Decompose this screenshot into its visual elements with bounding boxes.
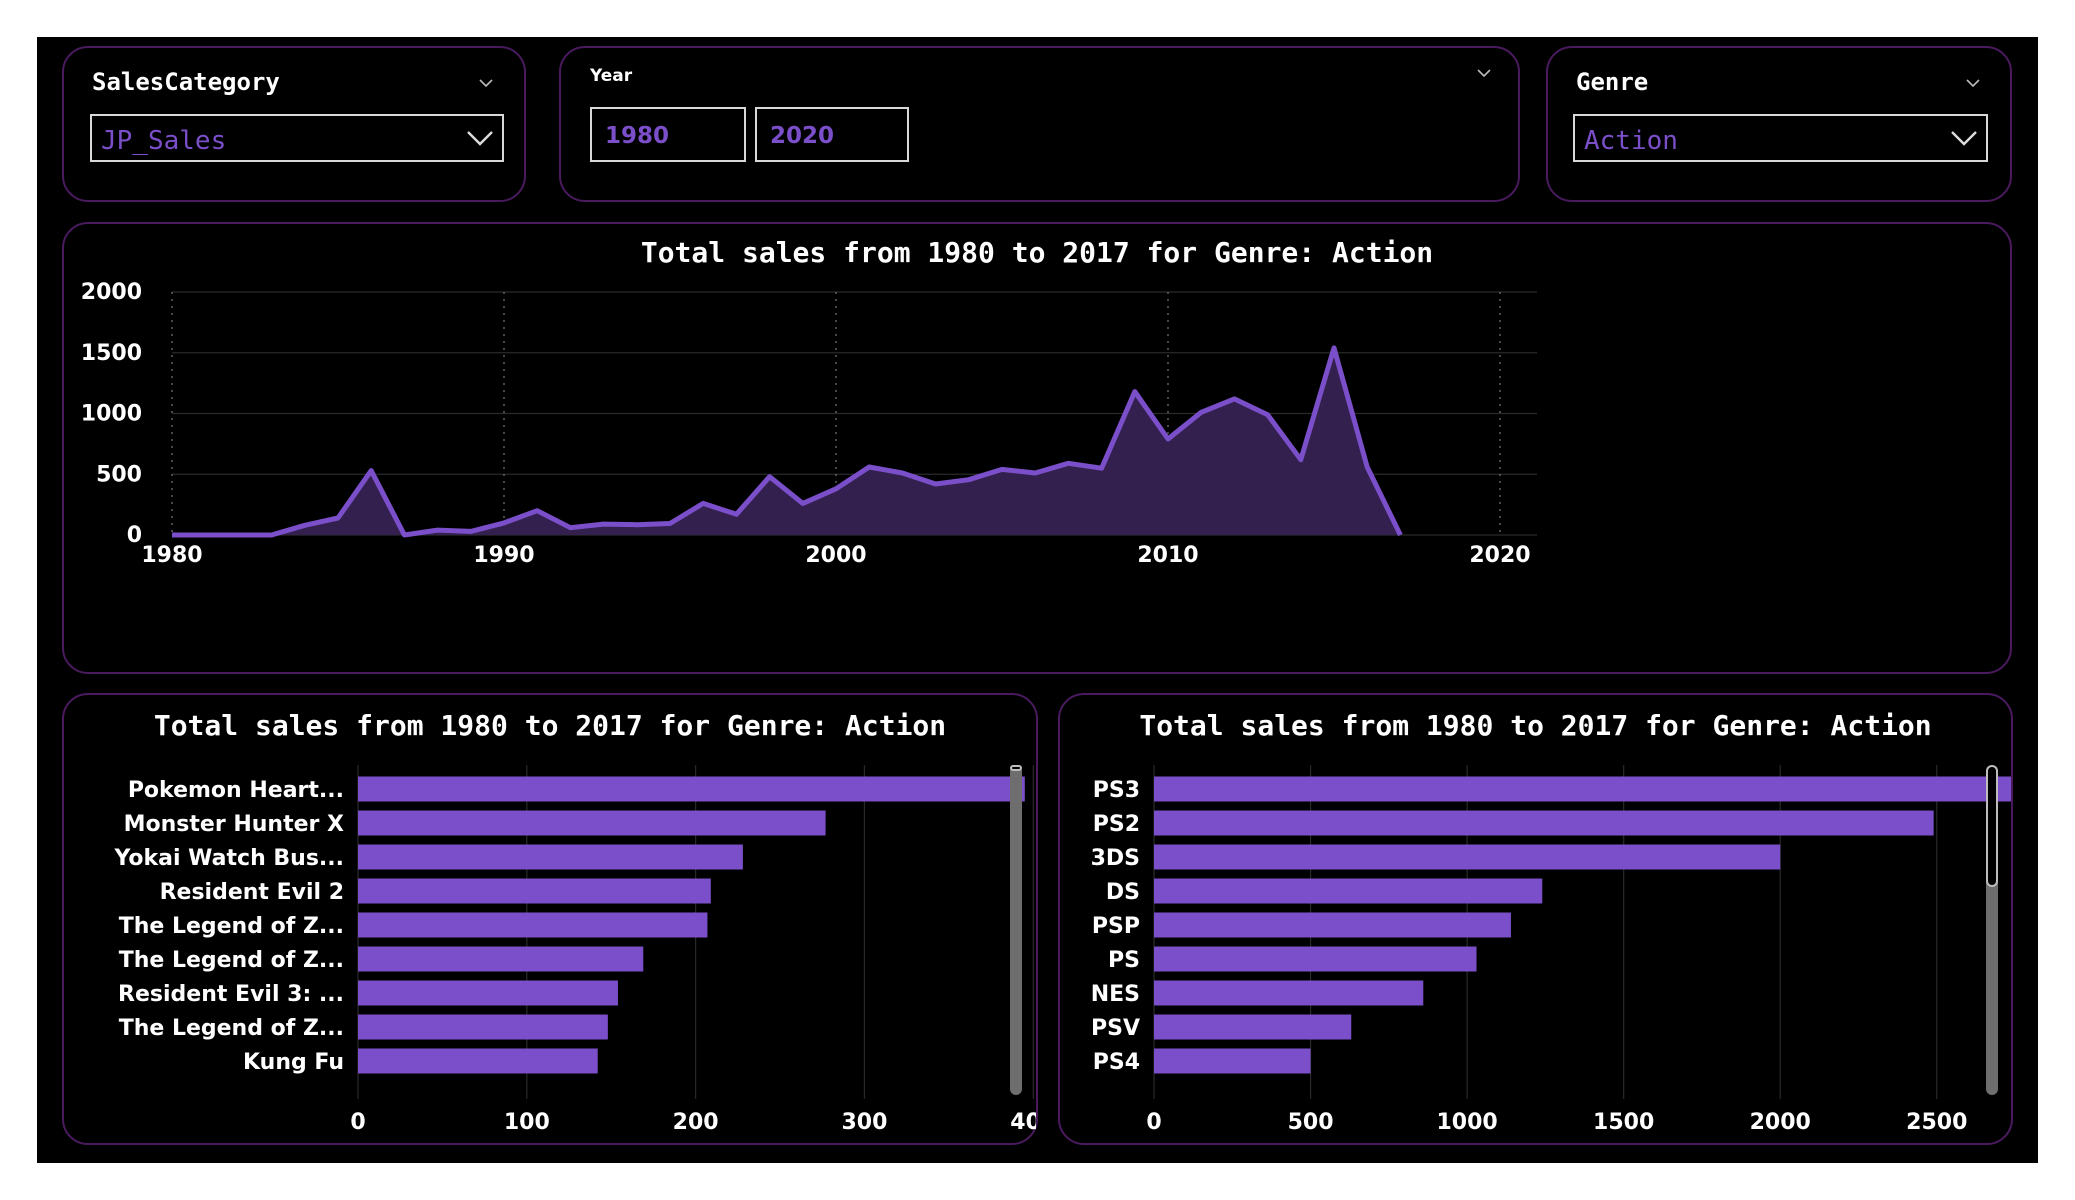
area-fill: [172, 347, 1401, 535]
category-label: Pokemon Heart...: [128, 778, 344, 803]
top-games-chart: Total sales from 1980 to 2017 for Genre:…: [62, 693, 1038, 1145]
chart-title: Total sales from 1980 to 2017 for Genre:…: [153, 709, 947, 742]
genre-slicer[interactable]: Genre Action: [1546, 46, 2012, 202]
y-tick-label: 0: [127, 523, 142, 548]
category-label: PSP: [1092, 914, 1140, 939]
x-tick-label: 1000: [1436, 1110, 1497, 1135]
category-label: PS2: [1093, 812, 1140, 837]
bar: [358, 844, 743, 870]
year-end-value: 2020: [770, 123, 835, 149]
sales-by-year-chart: Total sales from 1980 to 2017 for Genre:…: [62, 222, 2012, 674]
category-label: Resident Evil 2: [160, 880, 344, 905]
chevron-down-icon[interactable]: [479, 76, 493, 90]
year-slicer[interactable]: Year 1980 2020: [559, 46, 1520, 202]
x-tick-label: 2010: [1137, 543, 1198, 568]
scrollbar-track[interactable]: [1010, 765, 1022, 1095]
chevron-down-icon[interactable]: [1966, 76, 1980, 90]
genre-title: Genre: [1576, 68, 1649, 96]
category-label: Kung Fu: [243, 1050, 344, 1075]
category-label: 3DS: [1091, 846, 1140, 871]
x-tick-label: 0: [350, 1110, 365, 1135]
y-tick-label: 2000: [81, 280, 142, 305]
category-label: DS: [1106, 880, 1140, 905]
x-tick-label: 1980: [141, 543, 202, 568]
scrollbar-thumb[interactable]: [1986, 765, 1998, 887]
year-end-input[interactable]: 2020: [755, 107, 909, 162]
x-tick-label: 2000: [805, 543, 866, 568]
bar: [358, 912, 708, 938]
y-tick-label: 500: [96, 462, 142, 487]
year-start-input[interactable]: 1980: [590, 107, 746, 162]
category-label: Yokai Watch Bus...: [113, 846, 344, 871]
bar: [1154, 1014, 1352, 1040]
scrollbar-track[interactable]: [1986, 765, 1998, 1095]
bar: [358, 980, 618, 1006]
x-tick-label: 0: [1146, 1110, 1161, 1135]
chevron-down-icon[interactable]: [1950, 128, 1978, 148]
bar: [1154, 946, 1477, 972]
sales-category-slicer[interactable]: SalesCategory JP_Sales: [62, 46, 526, 202]
bar: [1154, 912, 1511, 938]
sales-line: [172, 345, 1403, 538]
chevron-down-icon[interactable]: [1477, 66, 1491, 80]
chevron-down-icon[interactable]: [466, 128, 494, 148]
bar: [1154, 844, 1781, 870]
bar: [358, 810, 826, 836]
year-start-value: 1980: [605, 123, 670, 149]
category-label: PS: [1108, 948, 1140, 973]
area-chart-svg: 0 500 1000 1500 2000 1980 1990 2000 2010 2020: [81, 280, 1537, 568]
dashboard-canvas: SalesCategory JP_Sales Year 1980 2020 Ge…: [37, 37, 2038, 1163]
category-label: PSV: [1091, 1016, 1140, 1041]
bar: [1154, 878, 1543, 904]
year-title: Year: [590, 66, 633, 86]
x-tick-label: 2000: [1750, 1110, 1811, 1135]
bar: [1154, 776, 2011, 802]
top-platforms-chart: Total sales from 1980 to 2017 for Genre:…: [1058, 693, 2013, 1145]
category-label: The Legend of Z...: [119, 914, 344, 939]
x-tick-label: 500: [1288, 1110, 1334, 1135]
sales-category-value: JP_Sales: [101, 126, 227, 156]
platforms-bar-chart-svg: 050010001500200025003000PS3PS23DSDSPSPPS…: [1091, 765, 2011, 1135]
bar: [358, 878, 711, 904]
category-label: Monster Hunter X: [124, 812, 344, 837]
bar: [358, 946, 644, 972]
category-label: PS3: [1093, 778, 1140, 803]
games-bar-chart-svg: 0 100 200 300 400 Pokemon Heart... Monster Hun…: [113, 765, 1036, 1135]
category-label: NES: [1091, 982, 1140, 1007]
x-tick-label: 1990: [473, 543, 534, 568]
category-label: The Legend of Z...: [119, 948, 344, 973]
bar: [358, 776, 1025, 802]
bar: [358, 1048, 598, 1074]
bar: [1154, 810, 1934, 836]
x-tick-label: 1500: [1593, 1110, 1654, 1135]
x-tick-label: 2500: [1906, 1110, 1967, 1135]
genre-dropdown[interactable]: Action: [1573, 114, 1988, 162]
sales-category-title: SalesCategory: [92, 68, 280, 96]
category-label: The Legend of Z...: [119, 1016, 344, 1041]
category-label: Resident Evil 3: ...: [118, 982, 344, 1007]
x-tick-label: 400: [1010, 1110, 1036, 1135]
bar: [1154, 1048, 1311, 1074]
x-tick-label: 2020: [1469, 543, 1530, 568]
y-tick-label: 1500: [81, 341, 142, 366]
sales-category-dropdown[interactable]: JP_Sales: [90, 114, 504, 162]
genre-value: Action: [1584, 126, 1678, 156]
x-tick-label: 100: [504, 1110, 550, 1135]
bar: [1154, 980, 1424, 1006]
scrollbar-thumb[interactable]: [1010, 765, 1022, 771]
category-label: PS4: [1093, 1050, 1140, 1075]
chart-title: Total sales from 1980 to 2017 for Genre:…: [640, 236, 1434, 269]
x-tick-label: 200: [673, 1110, 719, 1135]
chart-title: Total sales from 1980 to 2017 for Genre:…: [1139, 709, 1932, 742]
x-tick-label: 300: [841, 1110, 887, 1135]
bar: [358, 1014, 608, 1040]
y-tick-label: 1000: [81, 402, 142, 427]
